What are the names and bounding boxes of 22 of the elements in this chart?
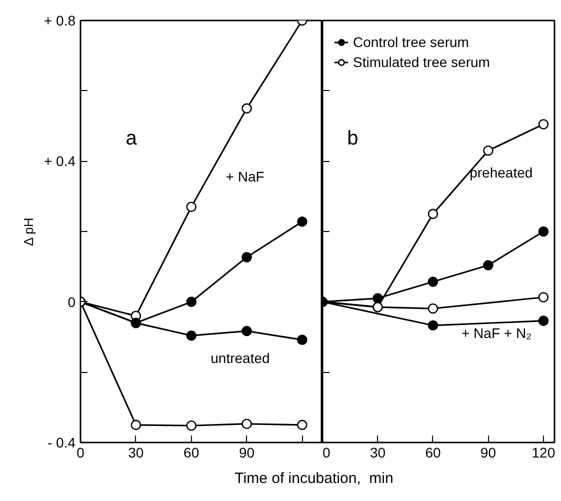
x-tick-label: 60 <box>184 444 200 460</box>
y-tick-label: + 0.8 <box>44 12 76 28</box>
y-tick-label: + 0.4 <box>44 153 76 170</box>
annotation: + NaF <box>226 168 264 185</box>
annotation: a <box>126 128 138 150</box>
x-tick-label: 0 <box>322 444 330 460</box>
y-tick-label: - 0.4 <box>47 434 76 450</box>
annotation: untreated <box>210 350 270 366</box>
x-tick-label: 30 <box>370 444 386 460</box>
annotation: + NaF + N₂ <box>461 324 532 341</box>
x-tick-label: 30 <box>128 444 144 460</box>
y-axis-title: Δ pH <box>20 218 36 246</box>
legend-label: Control tree serum <box>353 34 469 50</box>
x-tick-label: 120 <box>532 444 556 460</box>
y-tick-label: 0 <box>68 294 76 310</box>
legend-label: Stimulated tree serum <box>353 54 490 70</box>
annotation: preheated <box>470 164 533 180</box>
annotation: b <box>347 128 358 150</box>
x-tick-label: 90 <box>238 444 255 460</box>
x-tick-label: 60 <box>425 444 441 460</box>
x-tick-label: 90 <box>480 444 496 460</box>
x-axis-title: Time of incubation, min <box>234 469 394 489</box>
